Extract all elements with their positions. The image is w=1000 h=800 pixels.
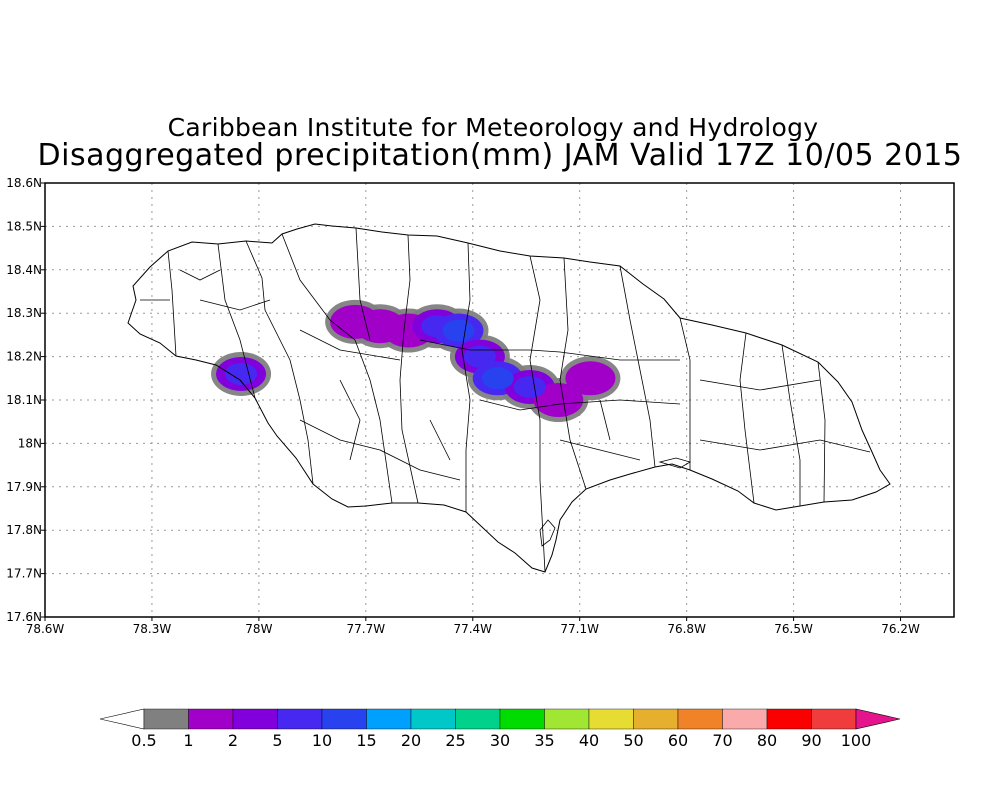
colorbar-low-arrow [99, 708, 145, 730]
y-tick-label: 18.3N [6, 306, 42, 320]
x-tick-label: 78.6W [26, 622, 65, 636]
y-tick-label: 18N [18, 436, 42, 450]
colorbar-swatch [766, 708, 812, 730]
colorbar-label: 40 [579, 731, 599, 750]
colorbar-swatch [321, 708, 367, 730]
x-tick-label: 78W [245, 622, 272, 636]
colorbar-label: 90 [801, 731, 821, 750]
colorbar-label: 20 [401, 731, 421, 750]
colorbar-label: 80 [757, 731, 777, 750]
precip-core [463, 345, 496, 368]
y-tick-label: 18.1N [6, 393, 42, 407]
colorbar-label: 25 [445, 731, 465, 750]
colorbar-swatch [811, 708, 857, 730]
colorbar-swatch [232, 708, 278, 730]
colorbar-swatch [455, 708, 501, 730]
x-tick-label: 77.7W [347, 622, 386, 636]
colorbar-swatch [499, 708, 545, 730]
colorbar-swatch [188, 708, 234, 730]
y-tick-label: 17.6N [6, 610, 42, 624]
y-tick-label: 17.8N [6, 523, 42, 537]
y-tick-label: 18.5N [6, 219, 42, 233]
x-axis-ticks: 78.6W 78.3W 78W 77.7W 77.4W 77.1W 76.8W 76.5W 76… [26, 617, 920, 636]
colorbar-label: 1 [183, 731, 193, 750]
colorbar-swatch [633, 708, 679, 730]
precip-core [513, 375, 546, 398]
colorbar-label: 5 [272, 731, 282, 750]
y-axis-ticks: 17.6N 17.7N 17.8N 17.9N 18N 18.1N 18.2N 18.3N 18… [6, 176, 45, 624]
chart-title: Caribbean Institute for Meteorology and … [167, 113, 819, 142]
colorbar-swatch [722, 708, 768, 730]
colorbar-swatch [544, 708, 590, 730]
colorbar-label: 2 [228, 731, 238, 750]
colorbar: 0.5 1 2 5 10 15 20 25 30 35 40 50 60 70 80 90 100 [99, 708, 901, 750]
small-islands [539, 457, 691, 547]
island-outline [127, 223, 891, 573]
y-tick-label: 18.2N [6, 350, 42, 364]
chart-subtitle: Disaggregated precipitation(mm) JAM Vali… [37, 138, 963, 173]
y-tick-label: 17.9N [6, 480, 42, 494]
y-tick-label: 18.6N [6, 176, 42, 190]
x-tick-label: 76.8W [667, 622, 706, 636]
colorbar-swatch [277, 708, 323, 730]
precip-core [442, 319, 475, 342]
colorbar-label: 10 [312, 731, 332, 750]
colorbar-swatch [143, 708, 189, 730]
precip-core [225, 362, 258, 385]
x-tick-label: 78.3W [133, 622, 172, 636]
precip-cell [565, 361, 616, 396]
x-tick-label: 77.1W [560, 622, 599, 636]
colorbar-high-arrow [855, 708, 901, 730]
colorbar-label: 50 [623, 731, 643, 750]
jamaica-coastline [127, 223, 891, 573]
colorbar-swatch [677, 708, 723, 730]
x-tick-label: 76.2W [881, 622, 920, 636]
y-tick-label: 17.7N [6, 567, 42, 581]
colorbar-swatch [366, 708, 412, 730]
colorbar-swatch [588, 708, 634, 730]
colorbar-label: 35 [534, 731, 554, 750]
colorbar-label: 15 [356, 731, 376, 750]
colorbar-label: 70 [712, 731, 732, 750]
colorbar-label: 30 [490, 731, 510, 750]
colorbar-label: 0.5 [131, 731, 156, 750]
precipitation-field [211, 299, 621, 422]
x-tick-label: 76.5W [774, 622, 813, 636]
colorbar-label: 60 [668, 731, 688, 750]
colorbar-swatch [410, 708, 456, 730]
precip-cell [533, 383, 584, 417]
colorbar-label: 100 [841, 731, 872, 750]
parish-boundaries [140, 227, 871, 573]
x-tick-label: 77.4W [453, 622, 492, 636]
precip-core [481, 367, 514, 390]
y-tick-label: 18.4N [6, 263, 42, 277]
